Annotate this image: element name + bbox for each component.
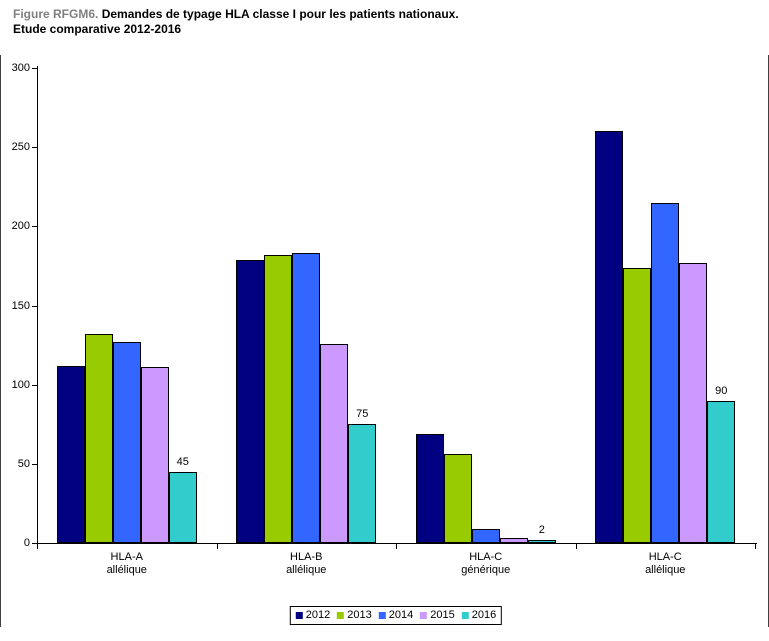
legend-swatch-2012 xyxy=(295,612,303,619)
figure-title: Figure RFGM6. Demandes de typage HLA cla… xyxy=(13,7,459,37)
bar-2015-hla-c-générique xyxy=(499,538,528,543)
x-axis-tick xyxy=(396,543,397,549)
data-label-2016: 45 xyxy=(176,455,189,468)
legend-label-2013: 2013 xyxy=(347,609,372,621)
y-axis-tick xyxy=(32,543,37,544)
data-label-2016: 75 xyxy=(356,408,369,421)
legend: 2012 2013 2014 2015 2016 xyxy=(289,606,503,625)
bar-2013-hla-c-générique xyxy=(443,454,472,543)
bar-2014-hla-b-allélique xyxy=(292,253,321,543)
figure-number-label: Figure RFGM6. xyxy=(13,7,99,21)
category-label-line: allélique xyxy=(106,564,147,576)
legend-label-2015: 2015 xyxy=(430,609,455,621)
legend-label-2016: 2016 xyxy=(471,609,497,621)
data-label-2016: 90 xyxy=(715,384,728,397)
category-label: HLA-A allélique xyxy=(57,551,197,577)
y-axis-tick-label: 100 xyxy=(11,378,30,391)
category-label: HLA-C allélique xyxy=(595,551,735,577)
legend-label-2012: 2012 xyxy=(305,609,331,621)
y-axis-tick-label: 200 xyxy=(11,220,30,233)
y-axis-tick xyxy=(32,463,37,465)
category-label: HLA-B allélique xyxy=(236,551,376,577)
legend-item-2013: 2013 xyxy=(337,609,372,621)
bar-2014-hla-a-allélique xyxy=(112,341,141,543)
y-axis-tick-label: 150 xyxy=(11,299,30,312)
legend-swatch-2014 xyxy=(378,612,386,619)
category-label-line: HLA-C xyxy=(469,551,503,563)
bar-2012-hla-c-allélique xyxy=(595,131,624,543)
bar-2014-hla-c-allélique xyxy=(651,202,680,543)
y-axis-line xyxy=(37,66,38,544)
x-axis-tick xyxy=(755,543,756,549)
bar-2016-hla-c-allélique xyxy=(707,400,736,543)
y-axis-tick-label: 300 xyxy=(11,62,30,74)
legend-swatch-2013 xyxy=(337,612,345,619)
y-axis-tick-label: 0 xyxy=(23,537,30,549)
legend-swatch-2015 xyxy=(420,612,428,619)
legend-swatch-2016 xyxy=(461,612,469,619)
bar-2013-hla-a-allélique xyxy=(84,334,113,543)
category-label-line: HLA-A xyxy=(110,551,143,563)
bar-2012-hla-b-allélique xyxy=(236,259,265,543)
bar-2016-hla-a-allélique xyxy=(168,471,197,543)
category-label-line: allélique xyxy=(286,564,327,576)
y-axis-tick xyxy=(32,305,37,307)
category-label-line: HLA-C xyxy=(648,551,682,563)
y-axis-tick xyxy=(32,226,37,228)
y-axis-tick xyxy=(32,68,37,69)
bar-2012-hla-c-générique xyxy=(415,433,444,543)
category-label-line: allélique xyxy=(645,564,686,576)
category-label-line: HLA-B xyxy=(290,551,323,563)
legend-item-2015: 2015 xyxy=(420,609,455,621)
legend-item-2014: 2014 xyxy=(378,609,414,621)
legend-item-2012: 2012 xyxy=(295,609,331,621)
legend-item-2016: 2016 xyxy=(461,609,497,621)
data-label-2016: 2 xyxy=(538,523,545,536)
figure-title-line1: Figure RFGM6. Demandes de typage HLA cla… xyxy=(13,7,459,22)
bar-2014-hla-c-générique xyxy=(471,528,500,543)
bar-2015-hla-a-allélique xyxy=(140,367,169,543)
bar-2015-hla-c-allélique xyxy=(679,262,708,543)
y-axis-tick xyxy=(32,384,37,386)
bar-2015-hla-b-allélique xyxy=(320,343,349,543)
bar-2013-hla-c-allélique xyxy=(623,267,652,543)
x-axis-tick xyxy=(216,543,218,549)
y-axis-tick-label: 250 xyxy=(11,141,30,154)
figure-title-text: Demandes de typage HLA classe I pour les… xyxy=(101,7,459,21)
bar-2013-hla-b-allélique xyxy=(264,254,293,543)
x-axis-tick xyxy=(575,543,577,549)
bar-2016-hla-b-allélique xyxy=(348,424,377,543)
legend-label-2014: 2014 xyxy=(388,609,414,621)
figure-title-line2: Etude comparative 2012-2016 xyxy=(13,22,182,36)
y-axis-tick-label: 50 xyxy=(17,457,30,470)
bar-2012-hla-a-allélique xyxy=(56,365,85,543)
category-label: HLA-C générique xyxy=(416,551,556,577)
category-label-line: générique xyxy=(461,564,511,576)
y-axis-tick xyxy=(32,147,37,149)
x-axis-tick xyxy=(37,543,38,549)
bar-2016-hla-c-générique xyxy=(527,539,556,543)
x-axis-line xyxy=(37,543,757,544)
